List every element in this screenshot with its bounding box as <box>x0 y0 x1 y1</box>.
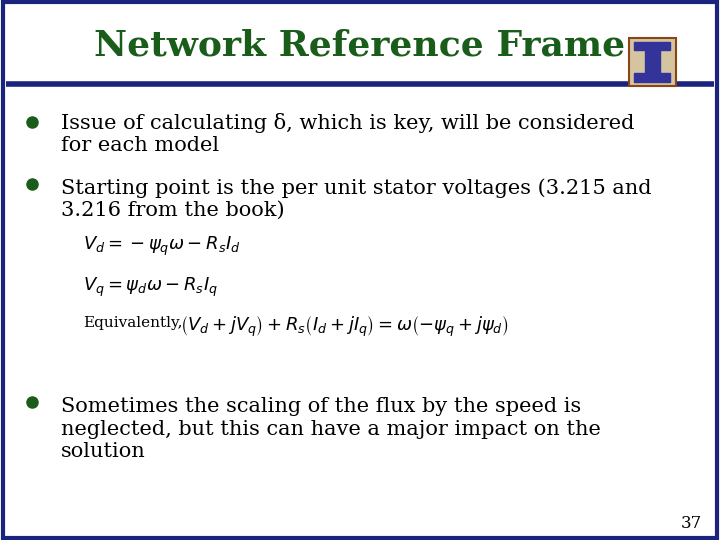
FancyBboxPatch shape <box>629 38 675 86</box>
Bar <box>644 50 660 73</box>
Text: Starting point is the per unit stator voltages (3.215 and: Starting point is the per unit stator vo… <box>61 178 652 198</box>
Bar <box>634 42 670 50</box>
Text: Issue of calculating δ, which is key, will be considered: Issue of calculating δ, which is key, wi… <box>61 113 634 133</box>
Text: solution: solution <box>61 442 146 461</box>
Bar <box>634 73 670 82</box>
Text: 3.216 from the book): 3.216 from the book) <box>61 201 285 220</box>
Text: neglected, but this can have a major impact on the: neglected, but this can have a major imp… <box>61 420 601 438</box>
Text: Sometimes the scaling of the flux by the speed is: Sometimes the scaling of the flux by the… <box>61 397 582 416</box>
Text: Equivalently,: Equivalently, <box>83 316 182 330</box>
FancyBboxPatch shape <box>3 2 717 538</box>
Text: $V_d = -\psi_q\omega - R_s I_d$: $V_d = -\psi_q\omega - R_s I_d$ <box>83 235 240 258</box>
Text: $\left(V_d+jV_q\right)+ R_s\left(I_d+jI_q\right)=\omega\left(-\psi_q + j\psi_d\r: $\left(V_d+jV_q\right)+ R_s\left(I_d+jI_… <box>180 313 508 339</box>
Text: for each model: for each model <box>61 136 220 155</box>
Text: 37: 37 <box>680 515 702 532</box>
Text: $V_q = \psi_d\omega - R_s I_q$: $V_q = \psi_d\omega - R_s I_q$ <box>83 275 217 299</box>
Text: Network Reference Frame: Network Reference Frame <box>94 29 626 63</box>
